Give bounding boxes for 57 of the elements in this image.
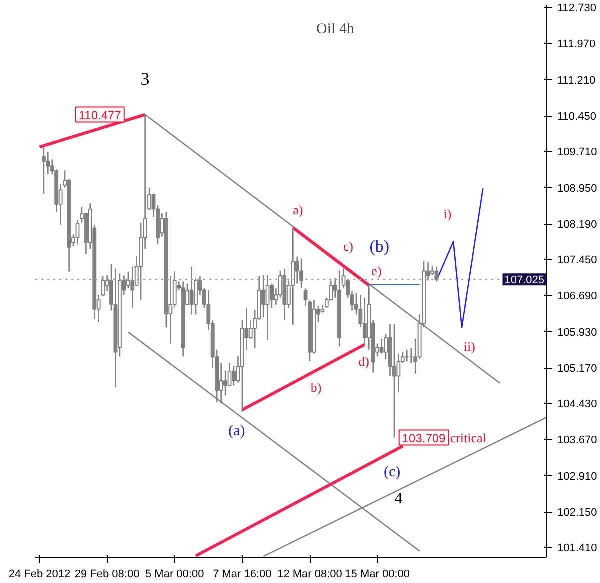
annotation: critical [450, 430, 487, 446]
x-tick-label: 29 Feb 08:00 [74, 568, 140, 580]
candlestick [380, 338, 384, 354]
annotation: e) [372, 263, 382, 278]
annotation: (c) [384, 464, 401, 481]
y-tick-label: 106.690 [558, 290, 598, 303]
candlestick [362, 297, 367, 348]
y-tick-label: 109.710 [558, 146, 598, 158]
candlestick [262, 274, 266, 318]
annotation: 4 [394, 490, 403, 508]
candlestick [430, 265, 434, 276]
candlestick [434, 266, 439, 282]
annotation: c) [343, 238, 354, 254]
y-tick-label: 110.450 [558, 111, 596, 124]
candlestick [130, 266, 135, 309]
candlestick [295, 256, 300, 284]
y-tick-label: 102.910 [558, 470, 598, 483]
ref-line-label: 107.025 [504, 274, 545, 287]
y-tick-label: 111.210 [558, 74, 596, 87]
annotation: ii) [464, 339, 476, 354]
candlestick [224, 370, 228, 396]
text: Oil 4h [316, 22, 355, 38]
candlestick [300, 258, 304, 290]
annotation: (b) [370, 236, 390, 256]
line-series [436, 188, 484, 328]
x-tick-label: 7 Mar 16:00 [213, 568, 272, 580]
y-tick-label: 107.450 [558, 254, 598, 266]
annotation: 103.709 [402, 431, 446, 446]
candlestick [232, 366, 236, 386]
y-tick-label: 103.670 [558, 434, 598, 447]
x-tick-label: 12 Mar 08:00 [278, 568, 342, 580]
annotation: (a) [228, 424, 246, 440]
x-tick-label: 15 Mar 00:00 [345, 568, 410, 580]
candlestick [291, 227, 296, 326]
annotation: 110.477 [78, 108, 122, 122]
candlestick [76, 220, 80, 246]
candlestick [42, 146, 46, 195]
candlestick [126, 271, 130, 290]
y-tick-label: 105.930 [558, 326, 598, 339]
candlestick [270, 282, 274, 309]
annotation: b) [310, 380, 322, 396]
annotation: i) [444, 206, 452, 222]
y-tick-label: 104.430 [558, 398, 598, 410]
candlestick [266, 274, 270, 341]
x-tick-label: 5 Mar 00:00 [146, 568, 204, 580]
annotation: 3 [140, 68, 150, 89]
y-tick-label: 111.970 [558, 38, 596, 51]
y-tick-label: 105.170 [558, 363, 598, 376]
candlestick [392, 324, 396, 438]
y-tick-label: 108.950 [558, 182, 598, 195]
y-tick-label: 102.150 [558, 507, 598, 520]
x-tick-label: 24 Feb 2012 [8, 568, 71, 580]
y-tick-label: 112.730 [558, 2, 596, 14]
annotation: a) [293, 202, 304, 218]
annotation: d) [358, 354, 370, 369]
y-tick-label: 108.190 [558, 219, 598, 232]
y-tick-label: 101.410 [558, 542, 598, 554]
